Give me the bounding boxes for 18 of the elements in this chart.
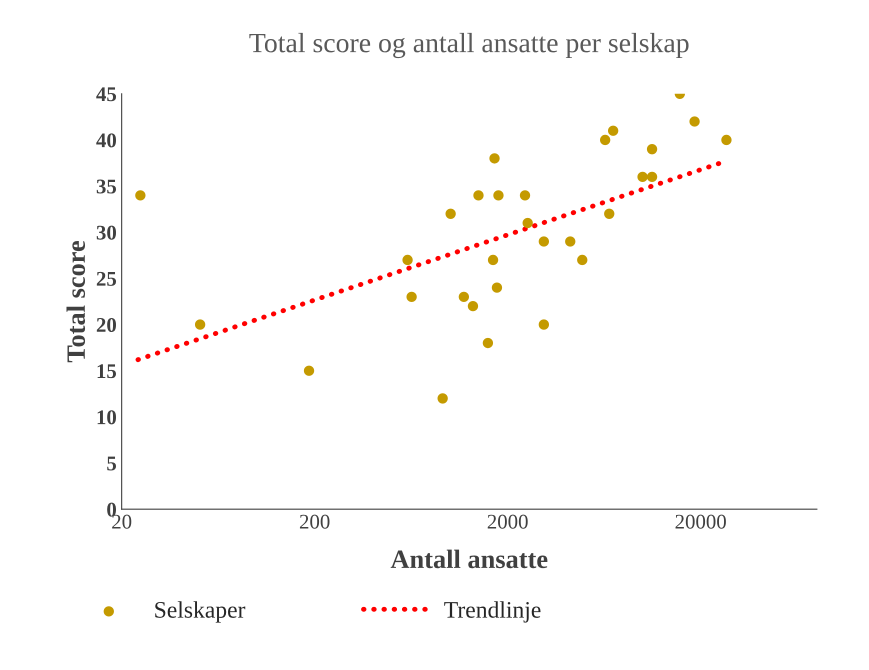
legend-label: Trendlinje (444, 601, 540, 623)
y-tick-label: 5 (107, 456, 116, 470)
y-tick-label: 40 (96, 133, 116, 148)
y-tick-label: 15 (98, 364, 116, 378)
y-tick-label: 25 (96, 272, 116, 286)
y-tick-label: 35 (96, 180, 116, 194)
x-tick-label: 2000 (488, 514, 528, 529)
y-axis-title: Total score (66, 240, 86, 362)
x-tick-label: 200 (300, 514, 330, 529)
x-tick-label: 20000 (676, 514, 726, 529)
chart-title: Total score og antall ansatte per selskap (249, 32, 689, 58)
y-tick-label: 45 (96, 87, 116, 102)
x-axis-title: Antall ansatte (390, 550, 548, 568)
y-tick-label: 30 (96, 226, 116, 240)
y-tick-label: 0 (107, 502, 116, 517)
y-tick-label: 10 (98, 410, 116, 424)
legend-label: Selskaper (155, 601, 246, 623)
y-tick-label: 20 (96, 318, 116, 332)
